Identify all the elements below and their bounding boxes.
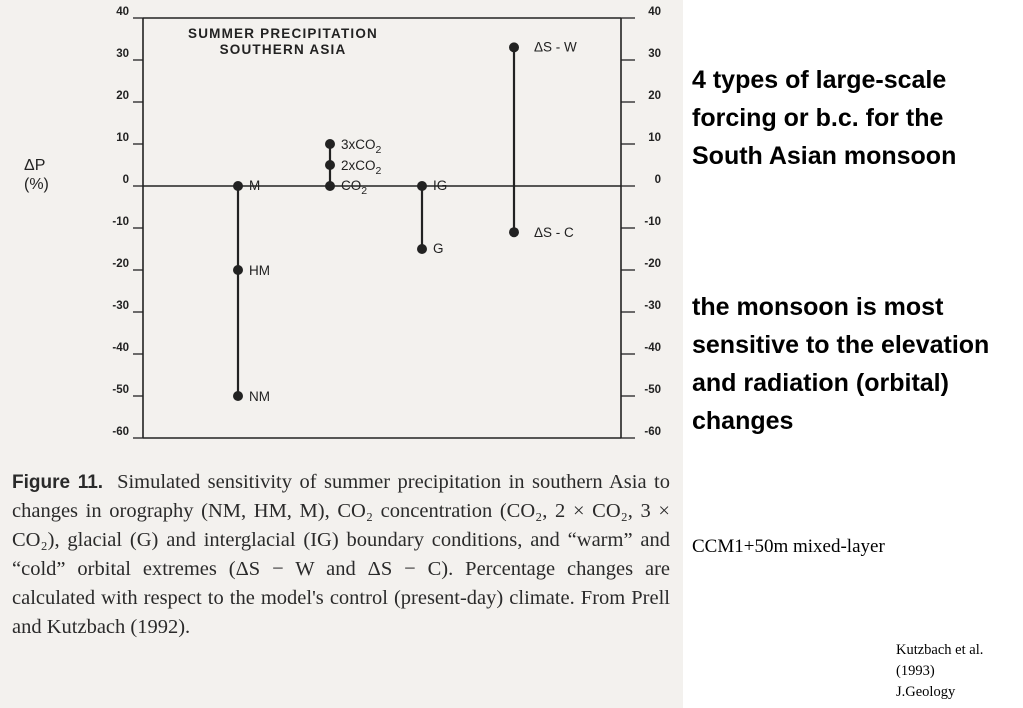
y-tick-label-left: 10 — [116, 132, 129, 144]
y-tick-label-left: 40 — [116, 6, 129, 18]
data-point — [233, 181, 243, 191]
y-tick-label-left: -10 — [112, 216, 129, 228]
y-tick-label-left: 20 — [116, 90, 129, 102]
data-point-label: 2xCO2 — [341, 158, 382, 177]
data-point — [417, 181, 427, 191]
citation-line: (1993) — [896, 663, 935, 679]
data-point-label: G — [433, 241, 444, 256]
data-point — [509, 227, 519, 238]
model-note: CCM1+50m mixed-layer — [692, 536, 885, 557]
data-point-label: ΔS - W — [534, 39, 577, 54]
y-tick-label-left: -40 — [112, 342, 129, 354]
data-point — [325, 139, 335, 149]
y-tick-label-right: -50 — [644, 384, 661, 396]
y-tick-label-right: -30 — [644, 300, 661, 312]
sensitivity-note: the monsoon is most sensitive to the ele… — [692, 293, 990, 435]
y-tick-label-right: -20 — [644, 258, 661, 270]
precipitation-chart: 40 40 30 30 20 20 10 10 0 0 -10 -10 -20 -20 -30 -30 -40 -… — [112, 6, 661, 439]
data-point — [325, 160, 335, 170]
chart-title-line-2: SOUTHERN ASIA — [219, 42, 347, 57]
citation: Kutzbach et al. (1993) J.Geology — [896, 640, 1021, 703]
y-tick-label-right: 40 — [648, 6, 661, 18]
data-point-label: M — [249, 178, 260, 193]
citation-line: J.Geology — [896, 684, 956, 700]
y-tick-label-right: -60 — [644, 426, 661, 438]
data-point — [233, 391, 243, 401]
y-tick-label-left: -60 — [112, 426, 129, 438]
data-point-label: HM — [249, 263, 270, 278]
y-tick-label-left: -50 — [112, 384, 129, 396]
y-tick-label-left: -20 — [112, 258, 129, 270]
data-point-label: IG — [433, 178, 447, 193]
figure-scan — [0, 0, 683, 708]
y-tick-label-right: 30 — [648, 48, 661, 60]
y-tick-label-right: 10 — [648, 132, 661, 144]
data-point — [325, 181, 335, 191]
caption-text: Simulated sensitivity of summer precipit… — [12, 471, 670, 638]
y-axis-label: ΔP (%) — [24, 157, 49, 194]
chart-title-line-1: SUMMER PRECIPITATION — [187, 26, 378, 41]
data-point — [233, 265, 243, 275]
data-point-label: ΔS - C — [534, 225, 574, 240]
y-tick-label-right: 0 — [655, 174, 661, 186]
data-point — [509, 42, 519, 53]
caption-label: Figure 11. — [12, 472, 104, 493]
data-point-label: 3xCO2 — [341, 137, 382, 156]
y-tick-label-right: -10 — [644, 216, 661, 228]
data-point-label: NM — [249, 389, 270, 404]
data-point-label: CO2 — [341, 178, 367, 197]
y-tick-label-right: 20 — [648, 90, 661, 102]
y-tick-label-left: 30 — [116, 48, 129, 60]
y-tick-label-left: 0 — [123, 174, 129, 186]
y-tick-label-right: -40 — [644, 342, 661, 354]
data-point — [417, 244, 427, 254]
citation-line: Kutzbach et al. — [896, 642, 984, 658]
y-tick-label-left: -30 — [112, 300, 129, 312]
figure-caption: Figure 11. Simulated sensitivity of summe… — [12, 468, 670, 642]
forcing-note: 4 types of large-scale forcing or b.c. f… — [692, 66, 957, 170]
